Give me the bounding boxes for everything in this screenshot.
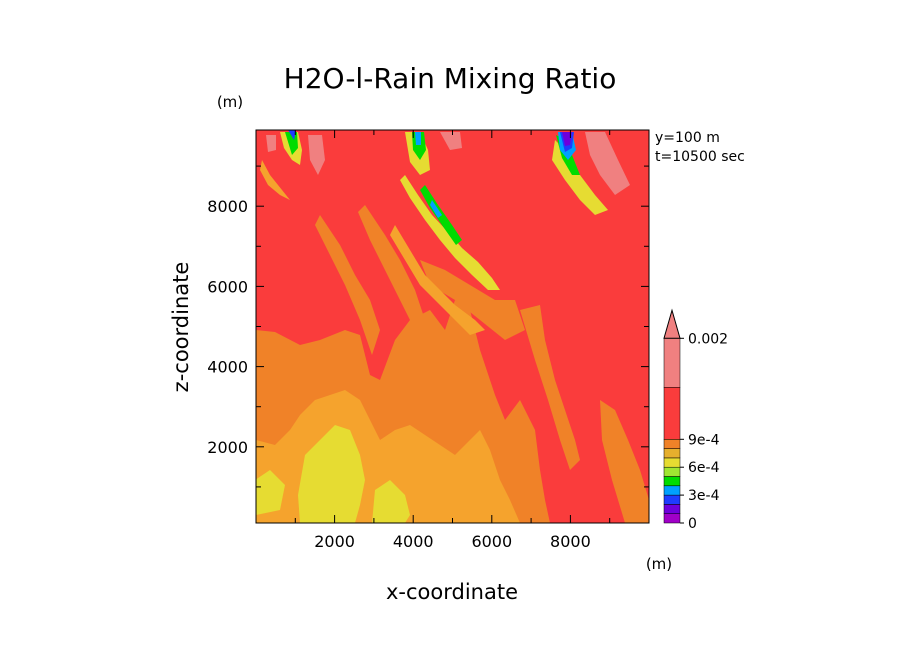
colorbar-segment [663, 513, 681, 524]
colorbar-segment [663, 485, 681, 496]
colorbar-segment [663, 439, 681, 449]
colorbar-segment [663, 338, 681, 388]
x-tick-label: 2000 [314, 532, 355, 551]
contour-cyan-diag [430, 200, 442, 218]
x-axis: 2000 4000 6000 8000 [294, 130, 611, 551]
y-axis-label: z-coordinate [169, 262, 193, 393]
contour-pink-upper-right [585, 132, 630, 195]
contour-lightorange-band [390, 225, 485, 335]
y-axis: 2000 4000 6000 8000 [207, 165, 649, 488]
x-axis-label: x-coordinate [386, 580, 518, 604]
y-tick-label: 2000 [207, 438, 248, 457]
colorbar-label: 3e-4 [688, 488, 720, 504]
contour-green-left [285, 132, 298, 155]
contour-orange-band-3 [420, 260, 525, 340]
contour-field [256, 130, 649, 523]
annotation-t: t=10500 sec [655, 149, 745, 165]
y-tick-label: 6000 [207, 277, 248, 296]
contour-yellow-lower-1 [298, 425, 365, 523]
contour-orange-band-2 [358, 205, 425, 330]
colorbar-extend-arrow [663, 308, 681, 339]
contour-yellow-diag [400, 175, 500, 290]
x-unit-label: (m) [646, 555, 672, 573]
contour-green-upper [412, 132, 426, 160]
colorbar-segment [663, 457, 681, 468]
contour-pink-upper-left-2 [266, 135, 276, 152]
colorbar-label: 0 [688, 516, 697, 532]
contour-cyan-upper [415, 132, 421, 145]
y-tick-label: 8000 [207, 197, 248, 216]
contour-purple-right [562, 132, 572, 146]
colorbar-label: 6e-4 [688, 460, 720, 476]
contour-yellow-lower-2 [372, 480, 410, 523]
contour-orange-band-1 [315, 215, 380, 355]
contour-pink-upper-mid [440, 132, 462, 150]
contour-pink-upper-left [308, 135, 325, 175]
x-tick-label: 6000 [471, 532, 512, 551]
plot-frame [255, 129, 650, 524]
contour-lightorange-upper-left [260, 160, 290, 200]
colorbar-segment [663, 387, 681, 440]
contour-yellow-lower-3 [256, 470, 285, 515]
colorbar-segment [663, 504, 681, 514]
annotation-y: y=100 m [655, 130, 720, 146]
contour-blue-left [288, 130, 296, 140]
colorbar-segment [663, 466, 681, 477]
contour-orange-right [520, 305, 580, 470]
colorbar-label: 9e-4 [688, 432, 720, 448]
y-unit-label: (m) [217, 93, 243, 111]
y-tick-label: 4000 [207, 358, 248, 377]
x-tick-label: 4000 [393, 532, 434, 551]
colorbar: 0 3e-4 6e-4 9e-4 0.002 [663, 308, 728, 532]
chart-title: H2O-l-Rain Mixing Ratio [284, 62, 617, 95]
x-tick-label: 8000 [550, 532, 591, 551]
colorbar-label: 0.002 [688, 331, 728, 347]
colorbar-segment [663, 448, 681, 459]
contour-orange-right-2 [600, 400, 649, 523]
colorbar-segment [663, 494, 681, 505]
colorbar-segment [663, 476, 681, 487]
